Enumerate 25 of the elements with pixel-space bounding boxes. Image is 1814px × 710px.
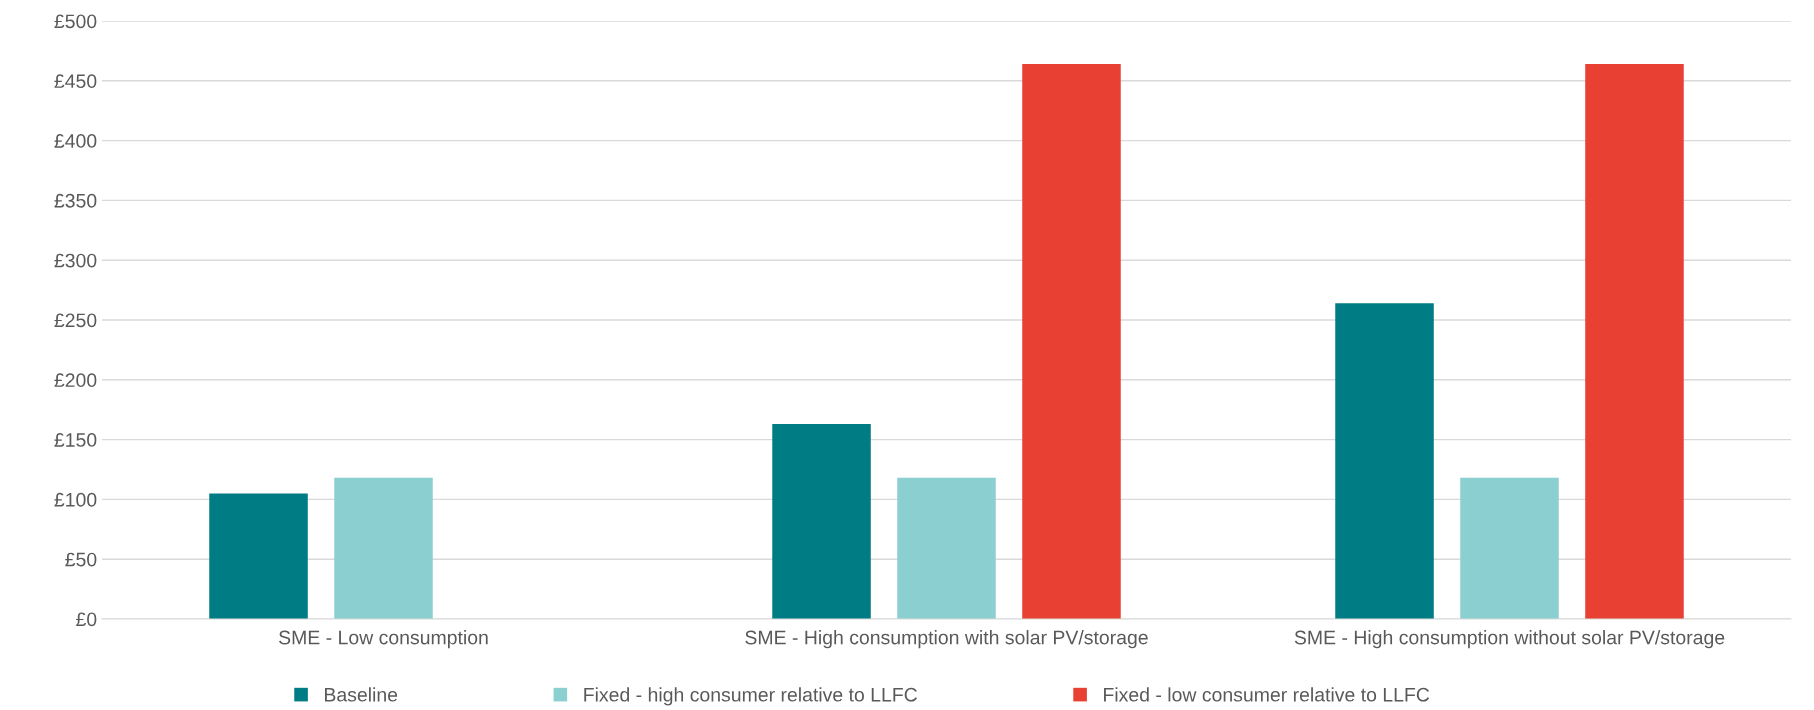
bar [1022,64,1121,619]
bar [897,477,996,619]
bar [209,493,308,619]
x-tick-label: SME - High consumption without solar PV/storage [1294,630,1725,649]
legend-label: Fixed - high consumer relative to LLFC [584,687,917,706]
bar [334,477,433,619]
y-tick-label: £400 [54,134,97,148]
bar [1335,303,1434,619]
bar [1460,477,1559,619]
y-tick-label: £0 [76,612,97,627]
x-tick-label: SME - Low consumption [279,630,488,649]
legend-label: Fixed - low consumer relative to LLFC [1104,687,1430,702]
y-tick-label: £150 [54,433,97,447]
bar [1585,64,1684,619]
y-tick-label: £350 [54,193,97,208]
legend-label: Baseline [325,687,398,702]
y-tick-label: £50 [65,552,97,567]
y-tick-label: £200 [54,373,97,388]
y-tick-label: £500 [54,14,97,29]
y-tick-label: £300 [54,253,97,268]
y-tick-label: £450 [54,74,97,89]
y-tick-label: £100 [54,492,97,507]
bar [772,424,871,619]
x-tick-label: SME - High consumption with solar PV/storage [745,630,1148,649]
y-tick-label: £250 [54,313,97,328]
